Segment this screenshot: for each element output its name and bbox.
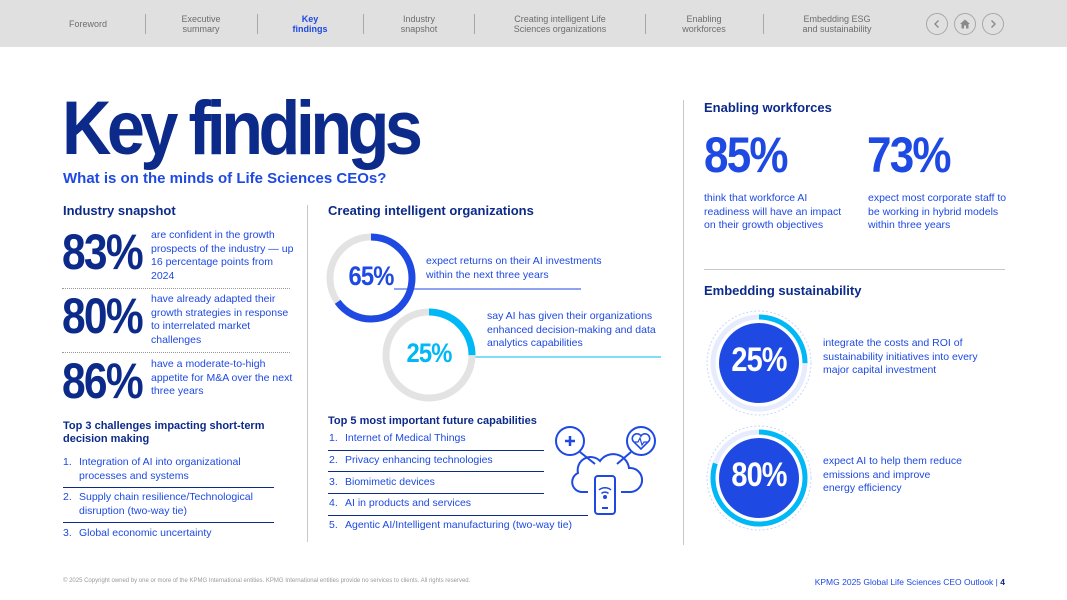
ring-progress-80 [710,429,808,527]
list-text: Privacy enhancing technologies [345,454,493,466]
nav-tab-industry-snapshot[interactable]: Industry snapshot [400,13,438,34]
nav-tab-intelligent-organizations[interactable]: Creating intelligent Life Sciences organ… [513,13,607,34]
sustainability-value: 25% [731,341,787,379]
report-title: KPMG 2025 Global Life Sciences CEO Outlo… [814,577,998,587]
section-divider [704,269,1005,270]
home-button[interactable] [954,13,976,35]
ring-outer-dots [706,310,812,416]
workforce-stat-value: 73% [867,127,952,183]
challenges-heading: Top 3 challenges impacting short-term de… [63,420,265,445]
ring-progress-25 [710,314,808,412]
industry-stat: 86% have a moderate-to-high appetite for… [62,353,292,420]
list-number: 5. [329,519,338,531]
nav-divider [645,14,646,34]
page-number: 4 [1000,577,1005,587]
sustainability-description: integrate the costs and ROI of sustainab… [823,337,978,376]
list-text: Biomimetic devices [345,476,435,488]
stat-value: 80% [62,288,144,344]
cloud-health-devices-icon [555,426,656,515]
list-number: 4. [329,497,338,509]
list-text: Integration of AI into organizational pr… [79,456,241,482]
list-text: Internet of Medical Things [345,432,466,444]
dotted-divider [62,352,290,353]
list-number: 2. [63,491,72,503]
ring-center [719,323,799,403]
dotted-divider [62,288,290,289]
sustainability-rings [706,310,812,531]
next-page-button[interactable] [982,13,1004,35]
industry-snapshot-heading: Industry snapshot [63,203,176,218]
list-number: 2. [329,454,338,466]
nav-divider [145,14,146,34]
stat-description: are confident in the growth prospects of… [151,229,294,282]
list-text: AI in products and services [345,497,472,509]
list-divider [328,471,544,472]
nav-divider [474,14,475,34]
nav-tab-esg-sustainability[interactable]: Embedding ESG and sustainability [802,13,872,34]
nav-tab-foreword[interactable]: Foreword [68,18,107,29]
stat-description: have a moderate-to-high appetite for M&A… [151,358,293,397]
home-icon [960,19,970,29]
nav-divider [363,14,364,34]
industry-stat: 83% are confident in the growth prospect… [62,224,293,291]
list-number: 1. [63,456,72,468]
page-subtitle: What is on the minds of Life Sciences CE… [63,170,387,187]
list-number: 1. [329,432,338,444]
ring-center [719,438,799,518]
ring-progress-25 [382,308,476,402]
top-navigation: Foreword Executive summary Key findings … [0,0,1067,47]
workforce-stat-description: expect most corporate staff to be workin… [868,192,1007,231]
nav-tab-enabling-workforces[interactable]: Enabling workforces [682,13,726,34]
stat-value: 83% [62,224,144,280]
list-divider [63,522,274,523]
list-number: 3. [63,527,72,539]
list-text: Supply chain resilience/Technological di… [79,491,253,517]
column-divider [307,205,308,542]
list-divider [328,493,544,494]
workforce-stat-description: think that workforce AI readiness will h… [704,192,842,231]
ring-progress-65 [326,233,416,323]
list-divider [63,487,274,488]
page-title: Key findings [62,86,423,171]
report-footer: KPMG 2025 Global Life Sciences CEO Outlo… [815,577,1005,587]
ring-value: 25% [406,338,453,368]
ring-value: 65% [348,261,395,291]
nav-tab-executive-summary[interactable]: Executive summary [181,13,221,34]
industry-stat: 80% have already adapted their growth st… [62,288,292,355]
sustainability-description: expect AI to help them reduce emissions … [823,455,962,494]
nav-divider [763,14,764,34]
list-text: Agentic AI/Intelligent manufacturing (tw… [345,519,573,531]
stat-description: have already adapted their growth strate… [151,293,289,346]
embedding-sustainability-heading: Embedding sustainability [704,283,862,298]
sustainability-value: 80% [731,456,787,494]
ring-description: say AI has given their organizations enh… [487,310,656,349]
list-number: 3. [329,476,338,488]
workforce-stat-value: 85% [704,127,789,183]
nav-divider [257,14,258,34]
nav-tab-key-findings[interactable]: Key findings [292,13,328,34]
ai-returns-rings [326,233,661,402]
ring-description: expect returns on their AI investments w… [426,255,602,281]
chevron-left-icon [934,20,939,28]
enabling-workforces-heading: Enabling workforces [704,100,832,115]
ring-outer-dots [706,425,812,531]
list-divider [328,450,544,451]
capabilities-heading: Top 5 most important future capabilities [328,415,537,427]
chevron-right-icon [991,20,996,28]
list-divider [328,515,588,516]
previous-page-button[interactable] [926,13,948,35]
column-divider [683,100,684,545]
stat-value: 86% [62,353,144,409]
list-text: Global economic uncertainty [79,527,212,539]
copyright-notice: © 2025 Copyright owned by one or more of… [63,578,471,584]
intelligent-organizations-heading: Creating intelligent organizations [328,203,534,218]
